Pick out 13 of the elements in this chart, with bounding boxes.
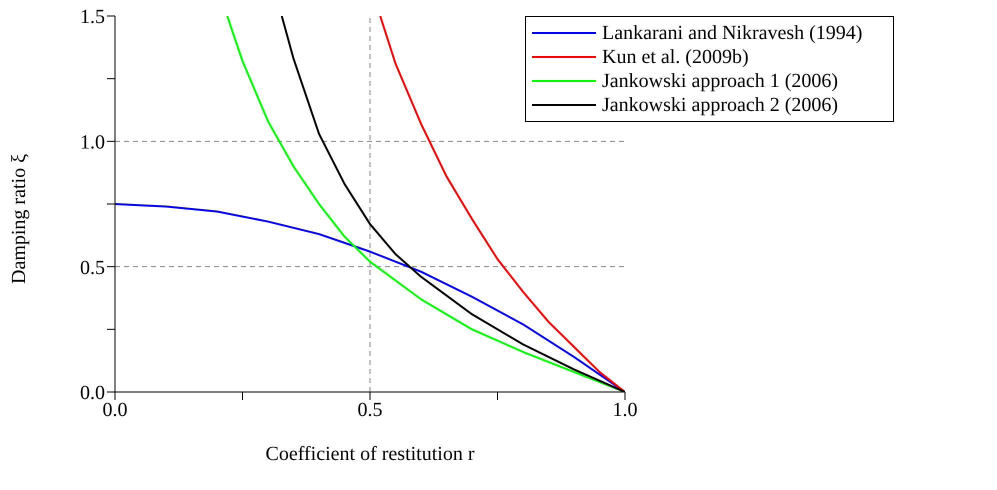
y-tick-label: 1.5 — [80, 6, 105, 28]
legend-label: Lankarani and Nikravesh (1994) — [602, 21, 862, 45]
legend-label: Jankowski approach 2 (2006) — [602, 93, 838, 117]
y-tick-label: 0.0 — [80, 382, 105, 404]
y-tick-label: 1.0 — [80, 131, 105, 154]
legend-label: Kun et al. (2009b) — [602, 45, 749, 69]
x-tick-label: 1.0 — [612, 399, 638, 422]
legend-label: Jankowski approach 1 (2006) — [602, 69, 838, 93]
y-axis-title: Damping ratio ξ — [8, 154, 30, 284]
x-axis-title: Coefficient of restitution r — [265, 443, 475, 465]
y-tick-label: 0.5 — [80, 256, 105, 279]
x-tick-label: 0.5 — [358, 399, 382, 422]
x-tick-label: 0.0 — [102, 399, 128, 422]
